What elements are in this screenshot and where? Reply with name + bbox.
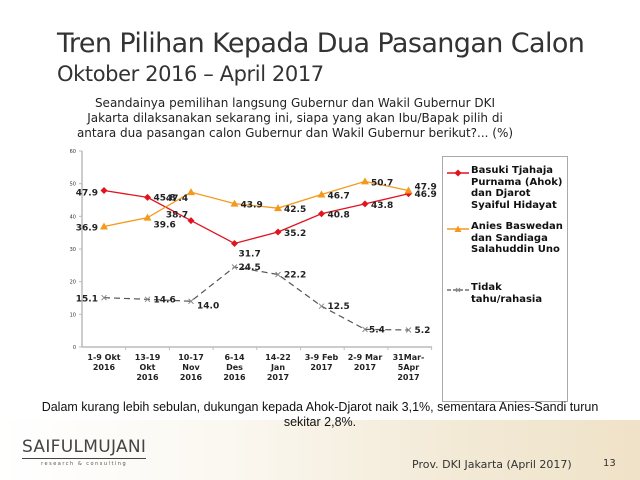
series-line	[103, 189, 409, 245]
data-label: 50.7	[371, 178, 393, 188]
logo-main-text: SAIFULMUJANI	[22, 437, 147, 459]
summary-note: Dalam kurang lebih sebulan, dukungan kep…	[41, 400, 599, 429]
x-tick-label: 1-9 Okt	[87, 353, 120, 362]
data-point	[100, 222, 108, 230]
data-point	[274, 228, 282, 236]
x-tick-label: 5Apr	[398, 363, 419, 372]
x-tick-label: 2016	[223, 373, 246, 382]
data-point	[318, 210, 325, 218]
gray-x-dashed-line-icon	[447, 287, 469, 293]
data-label: 47.9	[415, 183, 437, 193]
x-tick-label: Des	[226, 363, 243, 372]
x-tick-label: Nov	[182, 363, 200, 372]
series-line	[103, 180, 409, 228]
data-point	[100, 187, 108, 195]
data-point	[317, 190, 326, 198]
data-label: 24.5	[239, 263, 261, 273]
x-tick-label: 3-9 Feb	[305, 353, 339, 362]
orange-triangle-line-icon	[447, 225, 469, 232]
data-label: 15.1	[76, 295, 98, 305]
data-point	[231, 264, 238, 270]
x-tick-label: 31Mar-	[393, 353, 425, 362]
page-number: 13	[603, 458, 616, 469]
data-point	[362, 326, 368, 333]
data-label: 46.9	[415, 190, 437, 200]
slide-subtitle: Oktober 2016 – April 2017	[57, 62, 324, 86]
x-tick-label: Okt	[140, 363, 156, 372]
data-point	[361, 200, 369, 208]
x-tick-label: Jan	[270, 363, 285, 372]
data-label: 43.9	[241, 201, 263, 211]
y-tick-label: 20	[70, 280, 76, 286]
footer-background	[0, 420, 640, 480]
data-label: 38.7	[166, 211, 188, 221]
legend-label: Basuki Tjahaja Purnama (Ahok) dan Djarot…	[471, 165, 563, 211]
series-line	[103, 266, 409, 331]
data-point	[188, 298, 194, 305]
data-label: 5.2	[415, 326, 431, 336]
survey-question: Seandainya pemilihan langsung Gubernur d…	[76, 96, 514, 140]
x-tick-label: 2016	[93, 363, 116, 372]
x-tick-label: 2016	[136, 373, 159, 382]
data-point	[404, 186, 413, 194]
data-label: 22.2	[284, 270, 306, 280]
y-tick-label: 50	[70, 182, 76, 188]
data-point	[274, 204, 282, 212]
data-point	[275, 271, 281, 278]
slide-title: Tren Pilihan Kepada Dua Pasangan Calon	[57, 28, 585, 59]
data-label: 5.4	[369, 325, 385, 335]
data-label: 31.7	[239, 249, 261, 259]
legend-label: Anies Baswedan dan Sandiaga Salahuddin U…	[471, 221, 563, 255]
data-label: 43.8	[371, 201, 393, 211]
x-tick-label: 2017	[397, 373, 419, 382]
data-point	[144, 193, 151, 201]
y-tick-label: 0	[73, 345, 76, 351]
x-tick-label: 2017	[354, 363, 376, 372]
saifulmujani-logo: SAIFULMUJANI research & consulting	[22, 437, 147, 467]
footer-source: Prov. DKI Jakarta (April 2017)	[412, 458, 572, 471]
x-tick-label: 2016	[180, 373, 203, 382]
data-label: 36.9	[76, 223, 98, 233]
y-tick-label: 40	[70, 214, 76, 220]
data-label: 45.8	[154, 193, 176, 203]
data-point	[143, 213, 152, 221]
chart-legend: Basuki Tjahaja Purnama (Ahok) dan Djarot…	[442, 156, 568, 402]
data-point	[231, 239, 238, 247]
data-label: 40.8	[328, 211, 350, 221]
x-tick-label: 2-9 Mar	[348, 353, 383, 362]
x-tick-label: 2017	[267, 373, 289, 382]
data-label: 35.2	[284, 229, 306, 239]
data-point	[187, 217, 195, 225]
data-label: 14.6	[154, 295, 176, 305]
legend-label: Tidak tahu/rahasia	[471, 282, 543, 305]
data-point	[144, 296, 151, 303]
data-label: 47.9	[76, 189, 98, 199]
data-label: 47.4	[166, 194, 188, 204]
data-point	[101, 294, 107, 301]
data-point	[187, 188, 195, 196]
data-label: 39.6	[154, 221, 176, 231]
data-point	[361, 177, 369, 185]
y-tick-label: 30	[70, 247, 76, 253]
x-tick-label: 10-17	[178, 353, 204, 362]
data-label: 14.0	[197, 301, 219, 311]
x-tick-label: 13-19	[135, 353, 161, 362]
logo-sub-text: research & consulting	[41, 461, 128, 467]
red-diamond-line-icon	[447, 169, 469, 177]
data-label: 46.7	[328, 191, 350, 201]
x-tick-label: 6-14	[224, 353, 244, 362]
x-tick-label: 2017	[310, 363, 332, 372]
data-point	[230, 199, 239, 207]
data-point	[405, 327, 412, 333]
y-tick-label: 60	[70, 149, 76, 155]
x-tick-label: 14-22	[265, 353, 291, 362]
data-label: 12.5	[328, 302, 350, 312]
data-label: 42.5	[284, 205, 306, 215]
data-point	[318, 303, 325, 310]
y-tick-label: 10	[70, 312, 76, 318]
